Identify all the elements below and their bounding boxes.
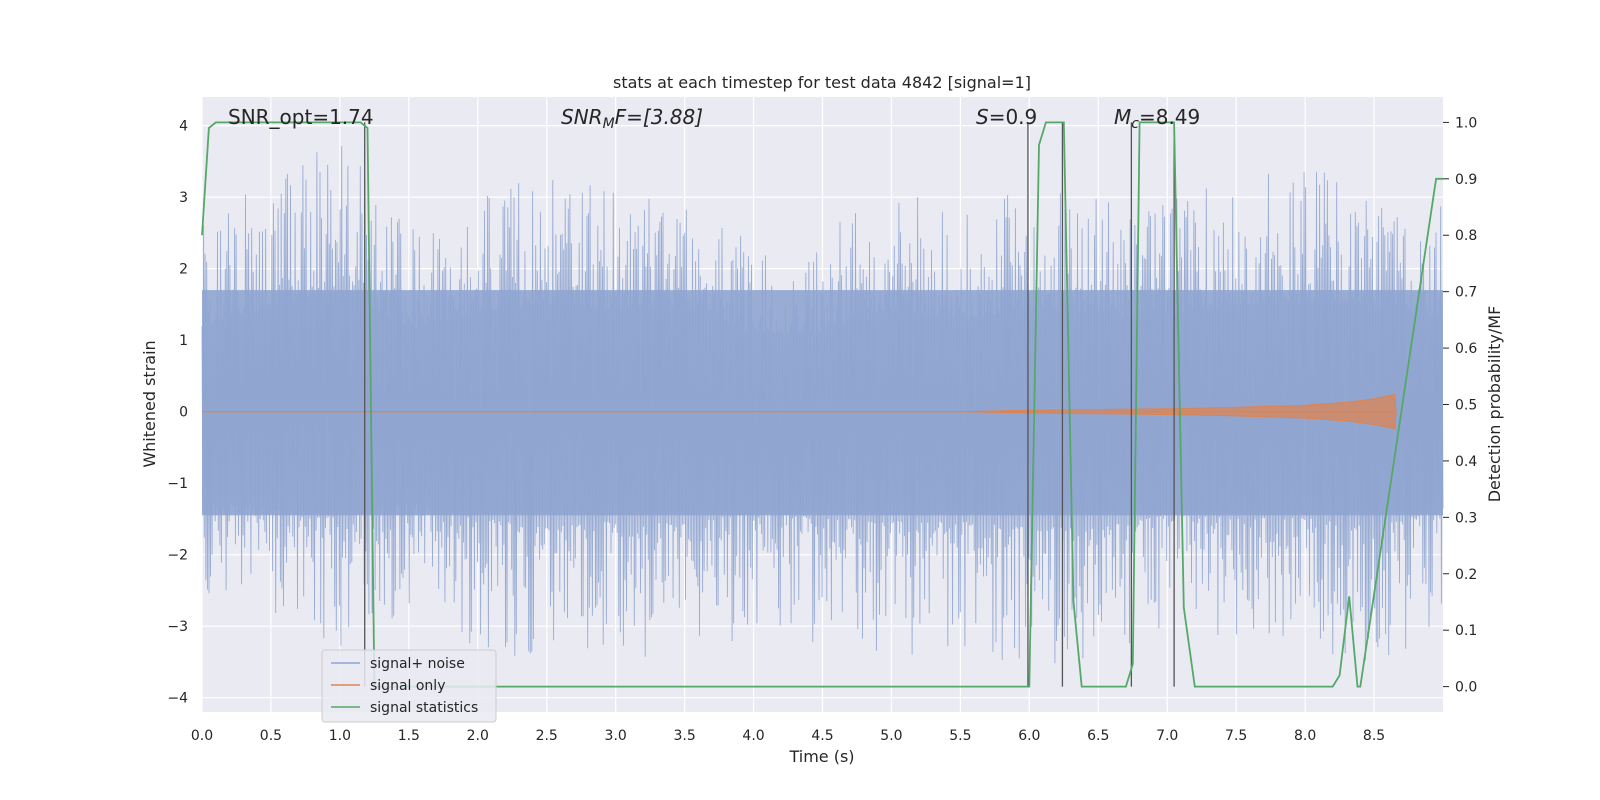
annotation-mc-main: M	[1114, 105, 1131, 129]
signal-noise-series	[201, 146, 1444, 664]
y-tick-label: −4	[167, 691, 188, 707]
y-tick-label: −2	[167, 548, 188, 564]
x-tick-label: 8.5	[1363, 728, 1385, 744]
signal-only-series	[202, 393, 1397, 430]
x-tick-label: 0.5	[260, 728, 282, 744]
annotation-s-main: S	[976, 105, 989, 129]
x-tick-label: 5.5	[949, 728, 971, 744]
x-tick-label: 7.0	[1156, 728, 1178, 744]
x-tick-label: 6.5	[1087, 728, 1109, 744]
x-tick-label: 4.0	[742, 728, 764, 744]
x-axis-label: Time (s)	[788, 747, 854, 766]
legend-label-signal-noise: signal+ noise	[370, 656, 465, 672]
signal-statistics-series	[201, 121, 1443, 688]
y-right-tick-label: 0.4	[1455, 454, 1477, 470]
y-right-tick-labels: 1.0 0.9 0.8 0.7 0.6 0.5 0.4 0.3 0.2 0.1 0.0	[1443, 115, 1477, 696]
legend-label-signal-only: signal only	[370, 678, 445, 694]
annotation-snr-mf-sub: M	[603, 116, 615, 132]
y-tick-label: −1	[167, 476, 188, 492]
y-right-axis-label: Detection probability/MF	[1485, 306, 1504, 503]
signal-statistics-line	[201, 121, 1443, 688]
annotation-s-rest: =0.9	[989, 105, 1038, 129]
x-tick-label: 2.5	[536, 728, 558, 744]
annotation-mc-sub: c	[1131, 116, 1139, 132]
y-right-tick-label: 0.5	[1455, 398, 1477, 414]
x-tick-label: 7.5	[1225, 728, 1247, 744]
legend-box	[321, 649, 497, 723]
y-right-tick-label: 0.3	[1455, 510, 1477, 526]
x-tick-label: 3.5	[673, 728, 695, 744]
x-tick-label: 8.0	[1294, 728, 1316, 744]
y-right-tick-label: 1.0	[1455, 115, 1477, 131]
annotation-mc-rest: =8.49	[1139, 105, 1200, 129]
y-right-tick-label: 0.7	[1455, 285, 1477, 301]
annotation-snr-mf: SNRMF=[3.88]	[561, 105, 703, 132]
x-tick-label: 2.0	[467, 728, 489, 744]
y-tick-label: 3	[179, 190, 188, 206]
x-tick-label: 1.5	[398, 728, 420, 744]
annotation-snr-mf-main: SNR	[561, 105, 603, 129]
y-right-tick-label: 0.1	[1455, 623, 1477, 639]
x-tick-label: 0.0	[191, 728, 213, 744]
y-right-tick-label: 0.6	[1455, 341, 1477, 357]
y-tick-label: 0	[179, 405, 188, 421]
signal-noise-line	[201, 146, 1444, 664]
y-right-tick-label: 0.0	[1455, 680, 1477, 696]
vertical-markers	[364, 122, 1175, 687]
x-tick-label: 6.0	[1018, 728, 1040, 744]
x-tick-label: 3.0	[605, 728, 627, 744]
chart-title: stats at each timestep for test data 484…	[613, 73, 1031, 92]
y-tick-labels: 4 3 2 1 0 −1 −2 −3 −4	[167, 119, 188, 707]
annotation-snr-opt: SNR_opt=1.74	[228, 105, 374, 129]
y-tick-label: −3	[167, 619, 188, 635]
x-tick-label: 5.0	[880, 728, 902, 744]
y-tick-label: 4	[179, 119, 188, 135]
annotation-snr-mf-rest: F=[3.88]	[615, 105, 703, 129]
y-right-tick-label: 0.8	[1455, 228, 1477, 244]
annotation-s: S=0.9	[976, 105, 1037, 129]
y-axis-label: Whitened strain	[140, 340, 159, 467]
x-tick-label: 1.0	[329, 728, 351, 744]
annotation-mc: Mc=8.49	[1114, 105, 1200, 132]
y-right-tick-label: 0.9	[1455, 172, 1477, 188]
legend: signal+ noise signal only signal statist…	[321, 649, 497, 723]
x-tick-labels: 0.0 0.5 1.0 1.5 2.0 2.5 3.0 3.5 4.0 4.5 5.0 5.5 6.0 6…	[191, 728, 1385, 744]
legend-label-signal-statistics: signal statistics	[370, 700, 478, 716]
y-tick-label: 1	[179, 333, 188, 349]
x-tick-label: 4.5	[811, 728, 833, 744]
y-tick-label: 2	[179, 262, 188, 278]
y-right-tick-label: 0.2	[1455, 567, 1477, 583]
